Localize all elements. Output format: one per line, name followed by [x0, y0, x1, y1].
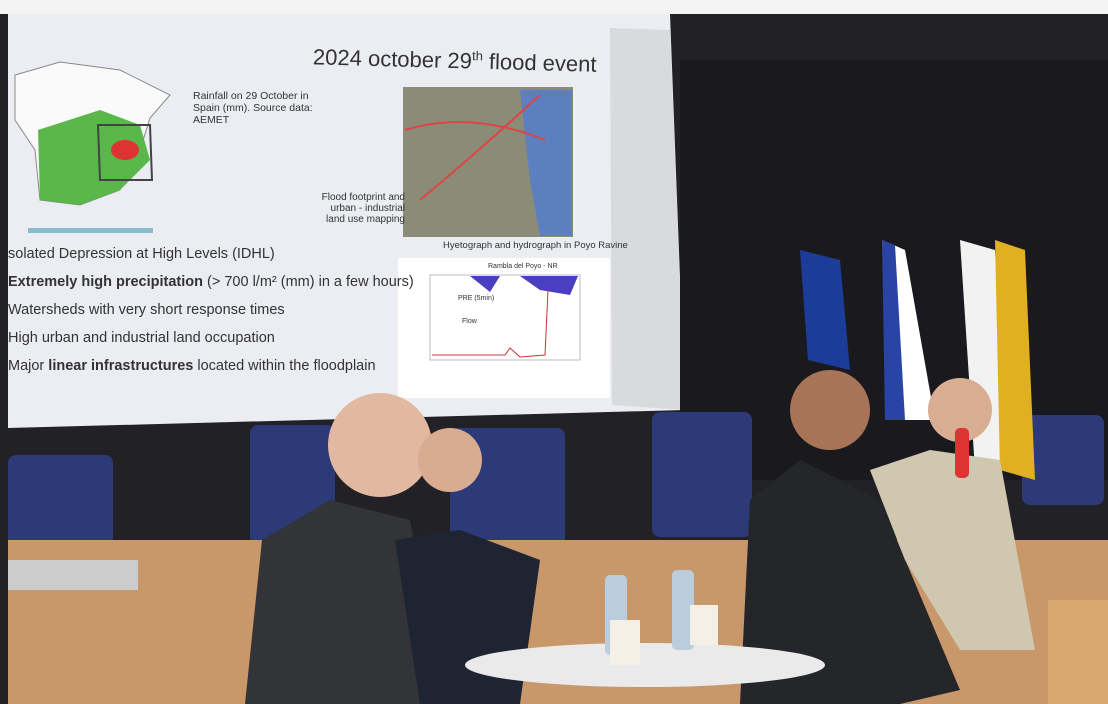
bullet: High urban and industrial land occupatio… — [8, 330, 414, 346]
title-text: flood event — [482, 49, 596, 77]
bullet-text: linear infrastructures — [48, 358, 193, 374]
legend-item: Flow — [462, 318, 477, 325]
bullet-text: (> 700 l/m² (mm) in a few hours) — [203, 274, 414, 290]
legend-item: PRE (5min) — [458, 295, 494, 302]
bullet-text: located within the floodplain — [193, 358, 375, 374]
bullet: Extremely high precipitation (> 700 l/m²… — [8, 274, 414, 290]
bullet-text: Watersheds with very short response time… — [8, 302, 285, 318]
title-text: 2024 october 29 — [313, 44, 473, 73]
title-sup: th — [472, 48, 483, 63]
bullet-text: High urban and industrial land occupatio… — [8, 330, 275, 346]
bullet-list: solated Depression at High Levels (IDHL)… — [8, 246, 414, 386]
bullet-text: solated Depression at High Levels (IDHL) — [8, 246, 275, 262]
graph-caption: Hyetograph and hydrograph in Poyo Ravine — [443, 240, 628, 251]
graph-title: Rambla del Poyo - NR — [488, 263, 558, 270]
bullet: Watersheds with very short response time… — [8, 302, 414, 318]
bullet-text: Extremely high precipitation — [8, 274, 203, 290]
bullet: Major linear infrastructures located wit… — [8, 358, 414, 374]
map-caption: Rainfall on 29 October in Spain (mm). So… — [193, 90, 318, 126]
flood-caption: Flood footprint and urban - industrial l… — [310, 192, 405, 225]
bullet: solated Depression at High Levels (IDHL) — [8, 246, 414, 262]
bullet-text: Major — [8, 358, 48, 374]
photo: 2024 october 29th flood event Rainfall o… — [0, 0, 1108, 704]
